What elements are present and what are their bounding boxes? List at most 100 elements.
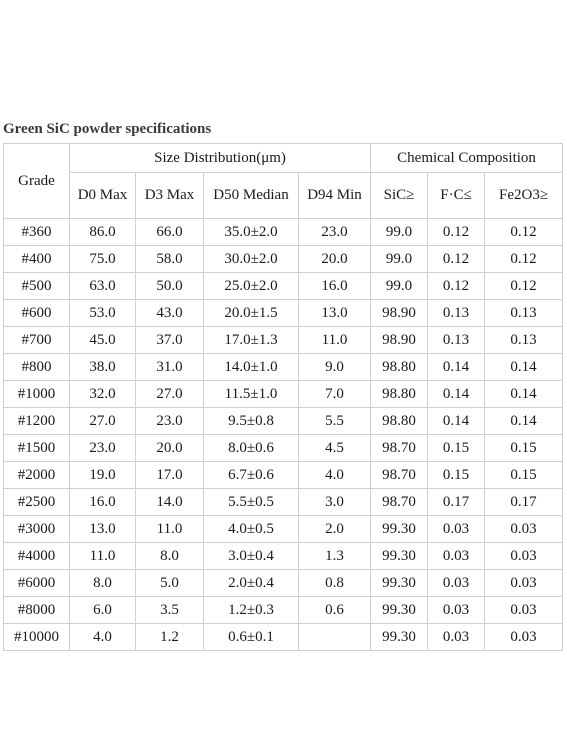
cell-d3: 23.0 <box>135 407 204 435</box>
cell-grade: #1500 <box>3 434 70 462</box>
cell-sic: 98.80 <box>370 353 429 381</box>
cell-d3: 27.0 <box>135 380 204 408</box>
cell-sic: 98.90 <box>370 326 429 354</box>
cell-d94: 4.5 <box>297 434 372 462</box>
cell-d3: 1.2 <box>135 623 204 651</box>
cell-d94: 5.5 <box>297 407 372 435</box>
cell-d0: 53.0 <box>69 299 136 327</box>
cell-d50: 0.6±0.1 <box>203 623 299 651</box>
cell-fc: 0.14 <box>427 353 486 381</box>
page-title: Green SiC powder specifications <box>3 121 212 137</box>
cell-fe: 0.12 <box>484 272 564 300</box>
cell-d3: 17.0 <box>135 461 204 489</box>
cell-grade: #10000 <box>3 623 70 651</box>
cell-grade: #8000 <box>3 596 70 624</box>
cell-sic: 98.80 <box>370 407 429 435</box>
cell-fc: 0.03 <box>427 515 486 543</box>
cell-d0: 4.0 <box>69 623 136 651</box>
table-row: #700 45.0 37.0 17.0±1.3 11.0 98.90 0.13 0.13 <box>3 326 564 354</box>
spec-table: Grade Size Distribution(μm) Chemical Com… <box>3 143 564 651</box>
cell-fc: 0.13 <box>427 299 486 327</box>
cell-d0: 11.0 <box>69 542 136 570</box>
cell-d50: 20.0±1.5 <box>203 299 299 327</box>
header-row-columns: D0 Max D3 Max D50 Median D94 Min SiC≥ F·… <box>4 172 564 219</box>
cell-fc: 0.14 <box>427 407 486 435</box>
cell-sic: 99.30 <box>370 569 429 597</box>
cell-fe: 0.03 <box>484 542 564 570</box>
cell-d0: 6.0 <box>69 596 136 624</box>
table-row: #800 38.0 31.0 14.0±1.0 9.0 98.80 0.14 0.14 <box>3 353 564 381</box>
cell-grade: #1000 <box>3 380 70 408</box>
cell-fc: 0.03 <box>427 542 486 570</box>
cell-d94: 4.0 <box>297 461 372 489</box>
cell-d3: 14.0 <box>135 488 204 516</box>
cell-fc: 0.12 <box>427 218 486 246</box>
header-d0-max: D0 Max <box>69 172 136 219</box>
cell-grade: #400 <box>3 245 70 273</box>
cell-d94: 2.0 <box>297 515 372 543</box>
cell-d0: 63.0 <box>69 272 136 300</box>
cell-d3: 31.0 <box>135 353 204 381</box>
cell-fc: 0.15 <box>427 461 486 489</box>
cell-fc: 0.13 <box>427 326 486 354</box>
cell-fe: 0.12 <box>484 218 564 246</box>
cell-d3: 5.0 <box>135 569 204 597</box>
header-sic: SiC≥ <box>370 172 429 219</box>
cell-d50: 35.0±2.0 <box>203 218 299 246</box>
cell-fc: 0.12 <box>427 272 486 300</box>
cell-fe: 0.17 <box>484 488 564 516</box>
cell-fc: 0.12 <box>427 245 486 273</box>
cell-sic: 99.30 <box>370 515 429 543</box>
cell-d50: 30.0±2.0 <box>203 245 299 273</box>
cell-d0: 75.0 <box>69 245 136 273</box>
cell-d50: 6.7±0.6 <box>203 461 299 489</box>
cell-d0: 19.0 <box>69 461 136 489</box>
cell-d0: 32.0 <box>69 380 136 408</box>
table-row: #4000 11.0 8.0 3.0±0.4 1.3 99.30 0.03 0.03 <box>3 542 564 570</box>
table-row: #500 63.0 50.0 25.0±2.0 16.0 99.0 0.12 0.12 <box>3 272 564 300</box>
cell-sic: 99.0 <box>370 272 429 300</box>
cell-fe: 0.14 <box>484 380 564 408</box>
cell-grade: #800 <box>3 353 70 381</box>
cell-fe: 0.03 <box>484 569 564 597</box>
cell-grade: #4000 <box>3 542 70 570</box>
cell-fe: 0.13 <box>484 299 564 327</box>
cell-fe: 0.03 <box>484 596 564 624</box>
cell-sic: 99.0 <box>370 245 429 273</box>
table-row: #1200 27.0 23.0 9.5±0.8 5.5 98.80 0.14 0.14 <box>3 407 564 435</box>
cell-d94: 1.3 <box>297 542 372 570</box>
table-row: #1000 32.0 27.0 11.5±1.0 7.0 98.80 0.14 0.14 <box>3 380 564 408</box>
header-fe2o3: Fe2O3≥ <box>484 172 564 219</box>
cell-d0: 86.0 <box>69 218 136 246</box>
header-d3-max: D3 Max <box>135 172 204 219</box>
table-row: #1500 23.0 20.0 8.0±0.6 4.5 98.70 0.15 0.15 <box>3 434 564 462</box>
cell-d94: 9.0 <box>297 353 372 381</box>
cell-fe: 0.03 <box>484 515 564 543</box>
cell-d94: 7.0 <box>297 380 372 408</box>
cell-d0: 38.0 <box>69 353 136 381</box>
cell-d50: 8.0±0.6 <box>203 434 299 462</box>
cell-d50: 14.0±1.0 <box>203 353 299 381</box>
table-row: #600 53.0 43.0 20.0±1.5 13.0 98.90 0.13 0.13 <box>3 299 564 327</box>
cell-d94: 16.0 <box>297 272 372 300</box>
cell-grade: #600 <box>3 299 70 327</box>
table-row: #360 86.0 66.0 35.0±2.0 23.0 99.0 0.12 0.12 <box>3 218 564 246</box>
header-size-distribution: Size Distribution(μm) <box>68 143 372 173</box>
cell-fe: 0.03 <box>484 623 564 651</box>
cell-d3: 20.0 <box>135 434 204 462</box>
cell-d94: 0.8 <box>297 569 372 597</box>
cell-grade: #3000 <box>3 515 70 543</box>
cell-fc: 0.03 <box>427 623 486 651</box>
cell-grade: #2500 <box>3 488 70 516</box>
cell-grade: #500 <box>3 272 70 300</box>
cell-d50: 25.0±2.0 <box>203 272 299 300</box>
cell-fc: 0.03 <box>427 569 486 597</box>
cell-fc: 0.14 <box>427 380 486 408</box>
cell-fe: 0.12 <box>484 245 564 273</box>
cell-fe: 0.14 <box>484 407 564 435</box>
cell-sic: 98.80 <box>370 380 429 408</box>
cell-d50: 17.0±1.3 <box>203 326 299 354</box>
cell-d3: 66.0 <box>135 218 204 246</box>
cell-fc: 0.03 <box>427 596 486 624</box>
cell-fc: 0.15 <box>427 434 486 462</box>
